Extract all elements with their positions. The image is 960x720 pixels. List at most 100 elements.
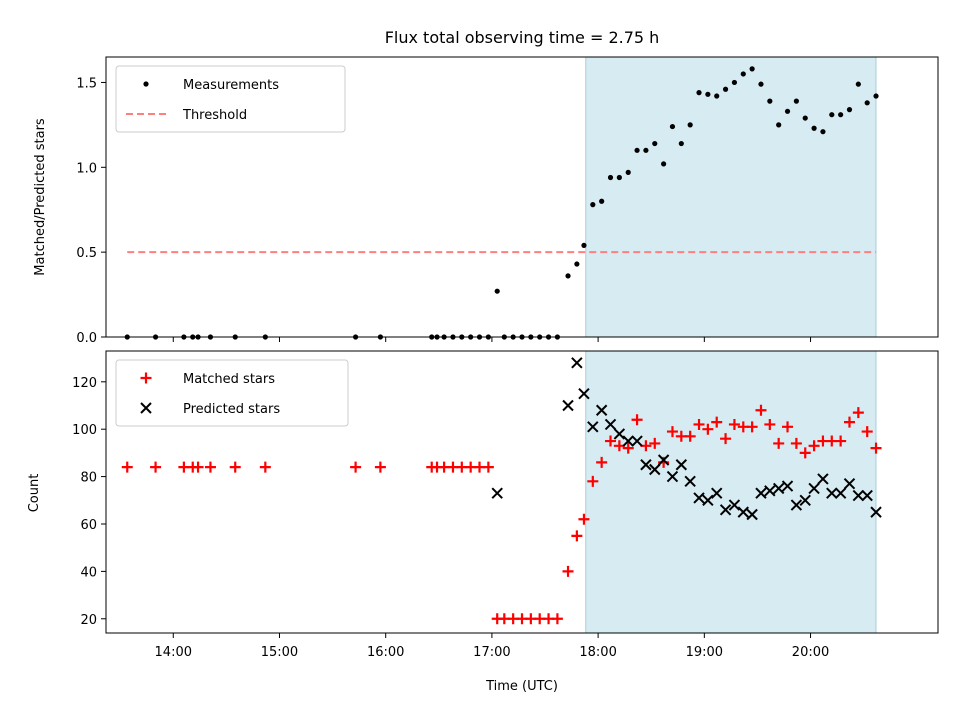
measurements-point [749,66,755,72]
y-tick-label: 0.0 [76,331,97,346]
y-axis-label-top: Matched/Predicted stars [33,118,48,276]
y-tick-label: 80 [80,471,97,486]
matched-stars-point [551,613,563,625]
predicted-stars-point [728,499,741,511]
measurements-point [829,112,835,118]
measurements-point [705,91,711,97]
matched-stars-point [571,530,583,542]
measurements-point [758,81,764,87]
measurements-point [714,93,720,99]
matched-stars-point [229,461,241,473]
predicted-stars-point [861,489,873,502]
matched-stars-point [666,426,678,438]
matched-stars-point [843,416,855,428]
x-tick-label: 18:00 [579,645,616,660]
matched-stars-point [192,461,204,473]
legend-marker-matched-stars [140,372,152,384]
predicted-stars-point [657,454,670,466]
y-tick-label: 40 [80,565,97,580]
x-tick-label: 15:00 [261,645,298,660]
measurements-point [793,98,799,104]
legend-marker-predicted-stars [140,402,152,414]
y-axis-label-bottom: Count [27,474,42,513]
x-tick-label: 19:00 [686,645,723,660]
predicted-stars-point [622,435,634,447]
measurements-point [494,288,500,294]
predicted-stars-point [675,459,688,471]
matched-stars-point [782,421,794,433]
matched-stars-point [596,456,608,468]
legend: Matched stars Predicted stars [115,359,349,427]
y-tick-label: 60 [80,518,97,533]
matched-stars-point [204,461,216,473]
measurements-point [722,86,729,92]
matched-stars-point [350,461,362,473]
measurements-point [838,112,844,118]
measurements-point [574,261,580,267]
predicted-stars-point [693,492,705,504]
matched-stars-point [631,414,643,426]
measurements-point [784,108,791,114]
matched-stars-point [808,440,820,452]
matched-stars-point [764,418,776,430]
predicted-stars-point [781,480,794,492]
matched-stars-point [773,437,785,449]
predicted-stars-point [852,489,865,502]
matched-stars-point [870,442,882,454]
matched-stars-point [482,461,494,473]
matched-stars-point [861,426,873,438]
measurements-point [687,122,693,128]
predicted-stars-point [843,477,856,490]
matched-stars-point [562,565,574,577]
measurements-point [820,129,826,135]
matched-stars-point [790,437,802,449]
predicted-stars-point [562,399,574,412]
measurements-point [669,123,676,130]
predicted-stars-point [702,494,714,507]
matched-stars-point [374,461,386,473]
measurements-point [652,140,658,147]
matched-stars-point [587,475,599,487]
predicted-stars-point [491,487,503,499]
shaded-observing-region [585,350,877,634]
measurements-point [873,93,879,99]
x-tick-label: 16:00 [367,645,404,660]
matched-stars-point [755,404,767,416]
matched-stars-point [720,433,732,445]
matched-stars-point [711,416,723,428]
top-panel: 0.0 0.5 1.0 1.5 Measurements Threshold [76,56,939,346]
measurements-point [864,100,870,106]
measurements-point [811,125,817,131]
x-tick-label: 14:00 [155,645,192,660]
legend-label-measurements: Measurements [183,78,279,93]
legend: Measurements Threshold [115,65,346,133]
matched-stars-point [684,430,696,442]
predicted-stars-point [711,487,723,499]
matched-stars-point [693,418,705,430]
matched-stars-point [605,435,617,447]
predicted-stars-point [817,473,829,485]
measurements-point [740,71,746,77]
matched-stars-point [622,442,634,454]
measurements-point [661,161,667,167]
predicted-stars-point [604,418,617,431]
measurements-point [731,79,738,86]
predicted-stars-point [649,463,661,476]
predicted-stars-point [578,387,590,400]
measurements-point [696,90,702,96]
shaded-observing-region [585,56,877,338]
matched-stars-point [799,447,811,459]
measurements-point [616,174,622,181]
legend-label-matched-stars: Matched stars [183,372,275,387]
measurements-point [565,273,571,279]
y-tick-label: 1.5 [76,76,97,91]
legend-label-threshold: Threshold [182,108,247,123]
measurements-point [802,115,808,121]
predicted-stars-point [755,487,767,499]
measurements-point [776,122,782,128]
predicted-stars-point [684,475,696,488]
y-tick-label: 1.0 [76,161,97,176]
axes-frame [105,56,939,338]
predicted-stars-point [595,404,608,416]
